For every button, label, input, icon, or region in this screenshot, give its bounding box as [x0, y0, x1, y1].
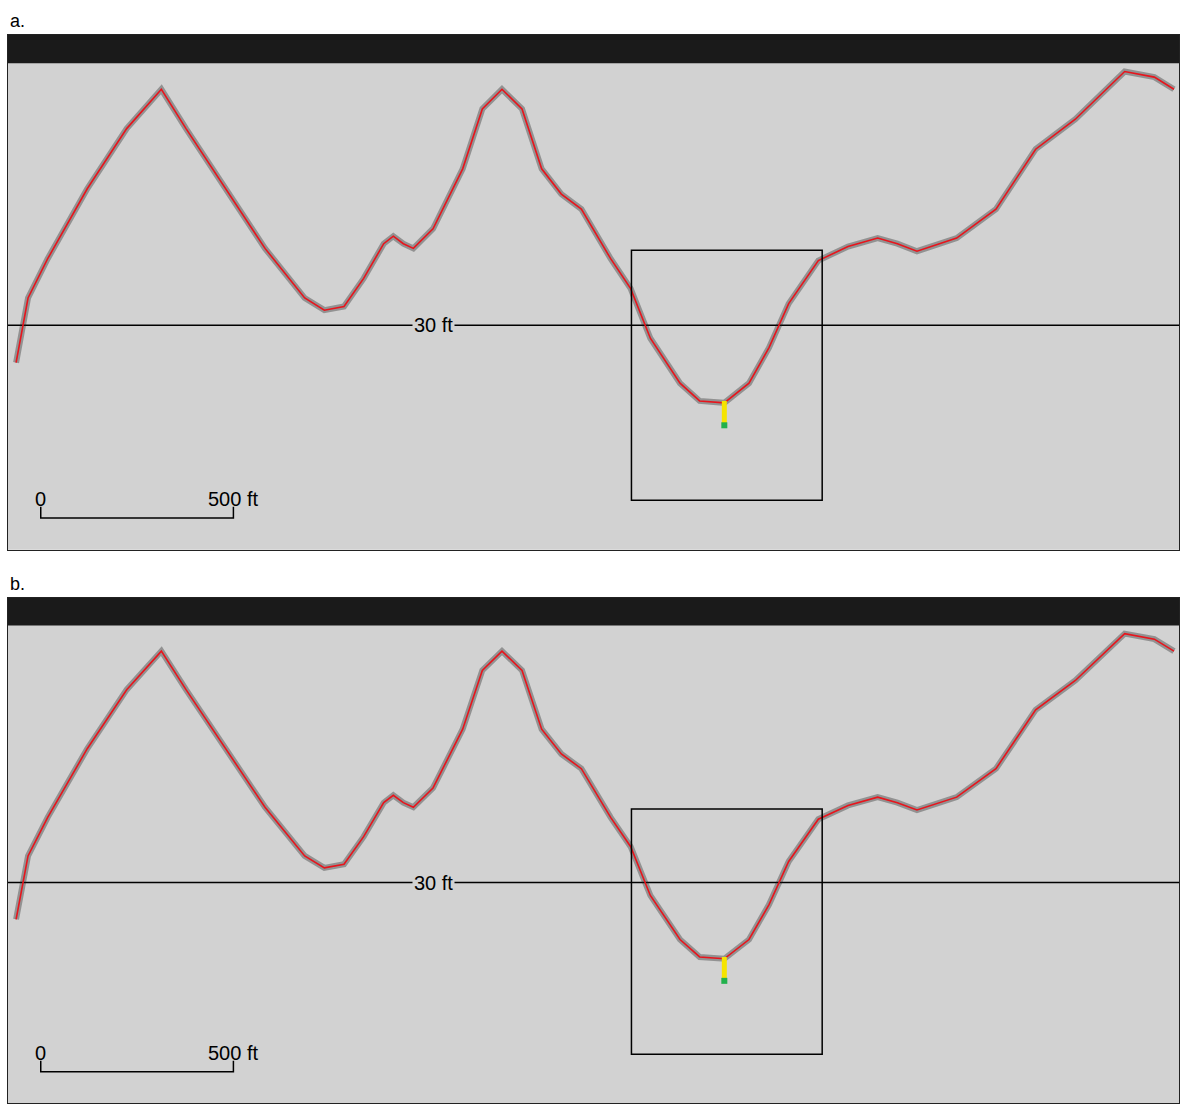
svg-text:0: 0 — [35, 1042, 46, 1064]
svg-text:b.: b. — [10, 574, 25, 594]
svg-text:30 ft: 30 ft — [414, 314, 453, 336]
svg-text:a.: a. — [10, 11, 25, 31]
svg-text:500 ft: 500 ft — [208, 1042, 258, 1064]
svg-text:30 ft: 30 ft — [414, 872, 453, 894]
svg-text:500 ft: 500 ft — [208, 488, 258, 510]
svg-text:0: 0 — [35, 488, 46, 510]
